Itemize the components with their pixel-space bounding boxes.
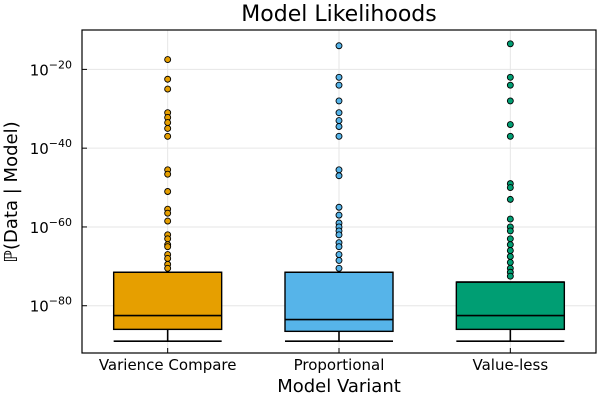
- outlier-point: [506, 272, 514, 280]
- outlier-point: [335, 73, 343, 81]
- box-3: [455, 281, 566, 331]
- outlier-point: [335, 251, 343, 258]
- outlier-point: [335, 42, 343, 50]
- outlier-point: [335, 123, 343, 130]
- y-tick-label: 10−40: [30, 137, 72, 158]
- outlier-point: [164, 85, 172, 93]
- outlier-point: [506, 247, 514, 255]
- outlier-point: [506, 253, 514, 260]
- outlier-point: [164, 235, 172, 243]
- x-tick-labels: Varience Compare Proportional Value-less: [99, 356, 548, 374]
- outlier-point: [335, 166, 343, 174]
- outlier-point: [335, 109, 343, 117]
- outlier-point: [164, 132, 172, 140]
- outlier-point: [335, 172, 343, 180]
- outlier-point: [506, 40, 514, 48]
- outlier-point: [164, 217, 172, 225]
- outlier-point: [335, 117, 343, 125]
- outlier-point: [164, 188, 172, 195]
- outlier-point: [506, 258, 514, 266]
- outlier-point: [335, 264, 343, 272]
- outlier-point: [506, 121, 514, 128]
- outlier-point: [506, 184, 514, 192]
- x-tick-label: Value-less: [473, 356, 549, 374]
- outlier-point: [164, 125, 172, 132]
- outlier-layer: [164, 40, 514, 280]
- outlier-point: [164, 170, 172, 178]
- outlier-point: [164, 209, 172, 217]
- outlier-point: [335, 243, 343, 251]
- y-tick-label: 10−20: [30, 58, 72, 79]
- x-tick-label: Proportional: [294, 356, 385, 374]
- outlier-point: [164, 75, 172, 83]
- outlier-point: [506, 81, 514, 89]
- outlier-point: [164, 243, 172, 251]
- outlier-point: [506, 97, 514, 105]
- outlier-point: [164, 119, 172, 127]
- box-2: [284, 271, 394, 333]
- outlier-point: [506, 132, 514, 140]
- box-layer: [112, 271, 566, 342]
- outlier-point: [506, 227, 514, 235]
- outlier-point: [335, 81, 343, 89]
- outlier-point: [335, 231, 343, 239]
- y-tick-label: 10−80: [30, 295, 72, 316]
- outlier-point: [506, 215, 514, 223]
- outlier-point: [164, 255, 172, 262]
- chart-title: Model Likelihoods: [241, 2, 436, 27]
- tick-layer: [82, 68, 511, 353]
- outlier-point: [506, 73, 514, 81]
- outlier-point: [335, 132, 343, 140]
- x-tick-label: Varience Compare: [99, 356, 237, 374]
- y-tick-label: 10−60: [30, 216, 72, 237]
- outlier-point: [335, 97, 343, 105]
- outlier-point: [335, 203, 343, 211]
- y-tick-labels: 10−80 10−60 10−40 10−20: [30, 58, 72, 315]
- outlier-point: [506, 235, 514, 243]
- outlier-point: [506, 195, 514, 203]
- x-axis-label: Model Variant: [277, 376, 401, 397]
- outlier-point: [164, 264, 172, 272]
- outlier-point: [335, 211, 343, 219]
- outlier-point: [506, 241, 514, 249]
- outlier-point: [164, 56, 172, 63]
- box-1: [112, 271, 223, 331]
- y-axis-label: ℙ(Data | Model): [1, 121, 22, 262]
- outlier-point: [335, 256, 343, 264]
